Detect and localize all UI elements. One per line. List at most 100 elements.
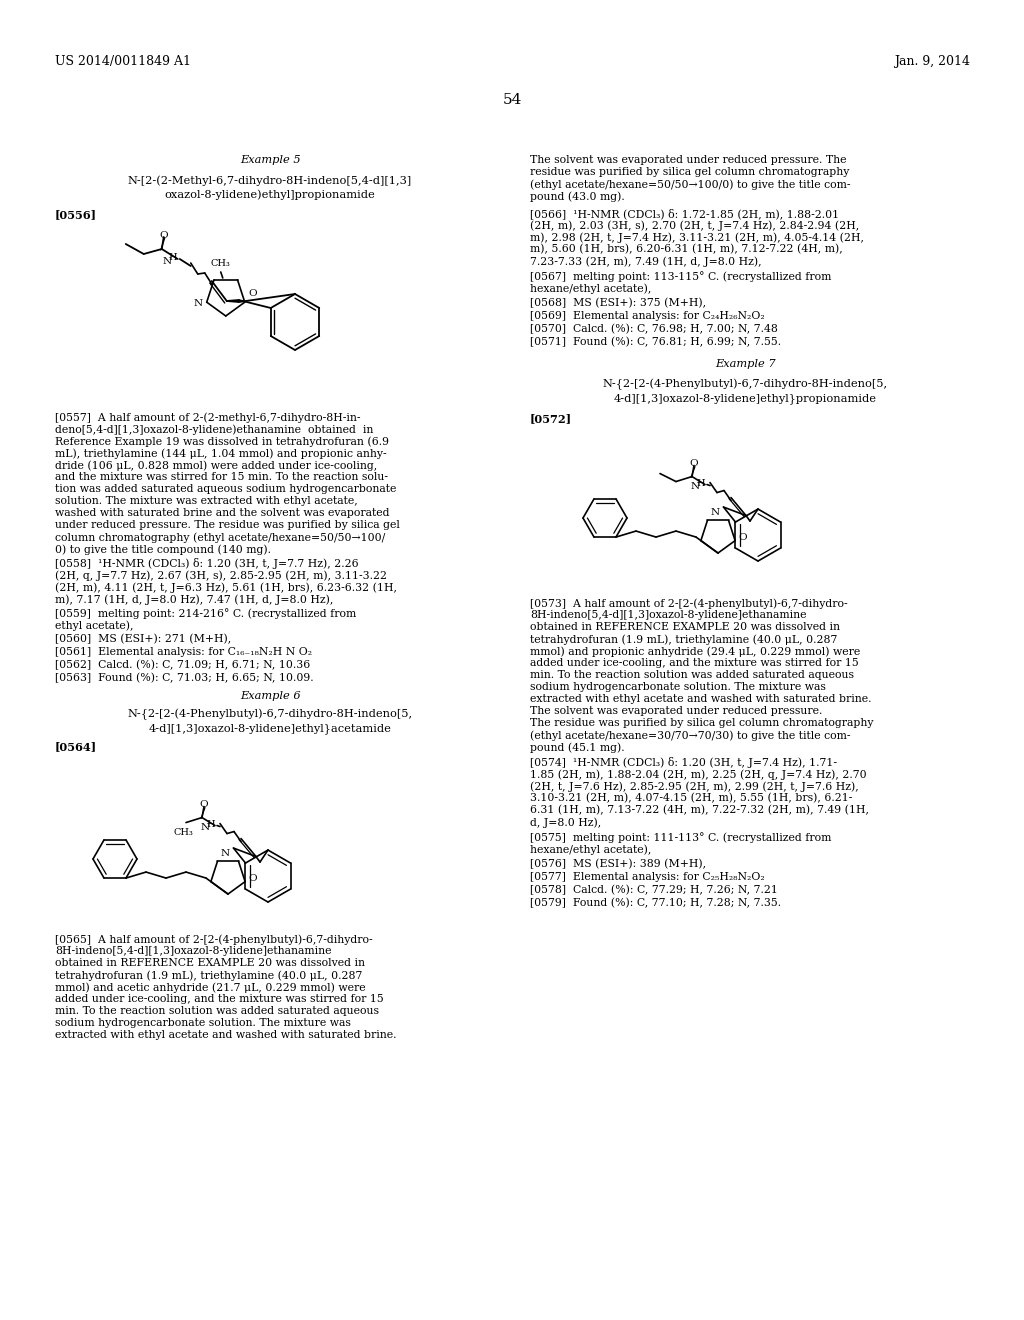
Text: N: N [691,482,700,491]
Text: column chromatography (ethyl acetate/hexane=50/50→100/: column chromatography (ethyl acetate/hex… [55,532,385,543]
Text: CH₃: CH₃ [211,260,230,268]
Text: [0557]  A half amount of 2-(2-methyl-6,7-dihydro-8H-in-: [0557] A half amount of 2-(2-methyl-6,7-… [55,412,360,422]
Text: (2H, q, J=7.7 Hz), 2.67 (3H, s), 2.85-2.95 (2H, m), 3.11-3.22: (2H, q, J=7.7 Hz), 2.67 (3H, s), 2.85-2.… [55,570,387,581]
Text: O: O [248,874,257,883]
Text: N: N [201,824,210,832]
Text: Example 7: Example 7 [715,359,775,370]
Text: oxazol-8-ylidene)ethyl]propionamide: oxazol-8-ylidene)ethyl]propionamide [165,189,376,199]
Text: N: N [163,256,172,265]
Text: Example 6: Example 6 [240,690,300,701]
Text: N: N [711,508,720,516]
Text: [0579]  Found (%): C, 77.10; H, 7.28; N, 7.35.: [0579] Found (%): C, 77.10; H, 7.28; N, … [530,898,781,908]
Text: deno[5,4-d][1,3]oxazol-8-ylidene)ethanamine  obtained  in: deno[5,4-d][1,3]oxazol-8-ylidene)ethanam… [55,424,374,434]
Text: 4-d][1,3]oxazol-8-ylidene]ethyl}acetamide: 4-d][1,3]oxazol-8-ylidene]ethyl}acetamid… [148,723,391,734]
Text: d, J=8.0 Hz),: d, J=8.0 Hz), [530,817,601,828]
Text: tetrahydrofuran (1.9 mL), triethylamine (40.0 μL, 0.287: tetrahydrofuran (1.9 mL), triethylamine … [530,634,838,644]
Text: solution. The mixture was extracted with ethyl acetate,: solution. The mixture was extracted with… [55,496,357,506]
Text: hexane/ethyl acetate),: hexane/ethyl acetate), [530,843,651,854]
Text: [0571]  Found (%): C, 76.81; H, 6.99; N, 7.55.: [0571] Found (%): C, 76.81; H, 6.99; N, … [530,337,781,347]
Text: hexane/ethyl acetate),: hexane/ethyl acetate), [530,282,651,293]
Text: added under ice-cooling, and the mixture was stirred for 15: added under ice-cooling, and the mixture… [55,994,384,1005]
Text: H: H [207,820,215,829]
Text: [0561]  Elemental analysis: for C₁₆₋₁₈N₂H N O₂: [0561] Elemental analysis: for C₁₆₋₁₈N₂H… [55,647,312,657]
Text: H: H [696,479,705,488]
Text: ethyl acetate),: ethyl acetate), [55,620,133,631]
Text: (2H, t, J=7.6 Hz), 2.85-2.95 (2H, m), 2.99 (2H, t, J=7.6 Hz),: (2H, t, J=7.6 Hz), 2.85-2.95 (2H, m), 2.… [530,781,859,792]
Text: tion was added saturated aqueous sodium hydrogencarbonate: tion was added saturated aqueous sodium … [55,484,396,494]
Text: residue was purified by silica gel column chromatography: residue was purified by silica gel colum… [530,168,849,177]
Text: The residue was purified by silica gel column chromatography: The residue was purified by silica gel c… [530,718,873,729]
Text: O: O [160,231,168,239]
Text: [0558]  ¹H-NMR (CDCl₃) δ: 1.20 (3H, t, J=7.7 Hz), 2.26: [0558] ¹H-NMR (CDCl₃) δ: 1.20 (3H, t, J=… [55,558,358,569]
Text: mmol) and acetic anhydride (21.7 μL, 0.229 mmol) were: mmol) and acetic anhydride (21.7 μL, 0.2… [55,982,366,993]
Text: [0566]  ¹H-NMR (CDCl₃) δ: 1.72-1.85 (2H, m), 1.88-2.01: [0566] ¹H-NMR (CDCl₃) δ: 1.72-1.85 (2H, … [530,209,839,219]
Text: N-{2-[2-(4-Phenylbutyl)-6,7-dihydro-8H-indeno[5,: N-{2-[2-(4-Phenylbutyl)-6,7-dihydro-8H-i… [602,379,888,391]
Text: The solvent was evaporated under reduced pressure. The: The solvent was evaporated under reduced… [530,154,847,165]
Text: 1.85 (2H, m), 1.88-2.04 (2H, m), 2.25 (2H, q, J=7.4 Hz), 2.70: 1.85 (2H, m), 1.88-2.04 (2H, m), 2.25 (2… [530,770,866,780]
Text: under reduced pressure. The residue was purified by silica gel: under reduced pressure. The residue was … [55,520,400,531]
Text: [0565]  A half amount of 2-[2-(4-phenylbutyl)-6,7-dihydro-: [0565] A half amount of 2-[2-(4-phenylbu… [55,935,373,945]
Text: obtained in REFERENCE EXAMPLE 20 was dissolved in: obtained in REFERENCE EXAMPLE 20 was dis… [55,958,365,968]
Text: [0568]  MS (ESI+): 375 (M+H),: [0568] MS (ESI+): 375 (M+H), [530,298,707,309]
Text: added under ice-cooling, and the mixture was stirred for 15: added under ice-cooling, and the mixture… [530,657,859,668]
Text: [0559]  melting point: 214-216° C. (recrystallized from: [0559] melting point: 214-216° C. (recry… [55,609,356,619]
Text: [0578]  Calcd. (%): C, 77.29; H, 7.26; N, 7.21: [0578] Calcd. (%): C, 77.29; H, 7.26; N,… [530,884,778,895]
Text: tetrahydrofuran (1.9 mL), triethylamine (40.0 μL, 0.287: tetrahydrofuran (1.9 mL), triethylamine … [55,970,362,981]
Text: [0574]  ¹H-NMR (CDCl₃) δ: 1.20 (3H, t, J=7.4 Hz), 1.71-: [0574] ¹H-NMR (CDCl₃) δ: 1.20 (3H, t, J=… [530,756,837,768]
Text: O: O [249,289,257,297]
Text: obtained in REFERENCE EXAMPLE 20 was dissolved in: obtained in REFERENCE EXAMPLE 20 was dis… [530,622,840,632]
Text: and the mixture was stirred for 15 min. To the reaction solu-: and the mixture was stirred for 15 min. … [55,473,388,482]
Text: 7.23-7.33 (2H, m), 7.49 (1H, d, J=8.0 Hz),: 7.23-7.33 (2H, m), 7.49 (1H, d, J=8.0 Hz… [530,256,762,267]
Text: [0576]  MS (ESI+): 389 (M+H),: [0576] MS (ESI+): 389 (M+H), [530,859,707,870]
Text: (ethyl acetate/hexane=50/50→100/0) to give the title com-: (ethyl acetate/hexane=50/50→100/0) to gi… [530,180,851,190]
Text: 8H-indeno[5,4-d][1,3]oxazol-8-ylidene]ethanamine: 8H-indeno[5,4-d][1,3]oxazol-8-ylidene]et… [530,610,807,620]
Text: 6.31 (1H, m), 7.13-7.22 (4H, m), 7.22-7.32 (2H, m), 7.49 (1H,: 6.31 (1H, m), 7.13-7.22 (4H, m), 7.22-7.… [530,805,869,816]
Text: min. To the reaction solution was added saturated aqueous: min. To the reaction solution was added … [55,1006,379,1016]
Text: The solvent was evaporated under reduced pressure.: The solvent was evaporated under reduced… [530,706,822,715]
Text: N-[2-(2-Methyl-6,7-dihydro-8H-indeno[5,4-d][1,3]: N-[2-(2-Methyl-6,7-dihydro-8H-indeno[5,4… [128,176,412,186]
Text: extracted with ethyl acetate and washed with saturated brine.: extracted with ethyl acetate and washed … [530,694,871,704]
Text: Reference Example 19 was dissolved in tetrahydrofuran (6.9: Reference Example 19 was dissolved in te… [55,436,389,446]
Text: pound (43.0 mg).: pound (43.0 mg). [530,191,625,202]
Text: 4-d][1,3]oxazol-8-ylidene]ethyl}propionamide: 4-d][1,3]oxazol-8-ylidene]ethyl}propiona… [613,393,877,404]
Text: [0563]  Found (%): C, 71.03; H, 6.65; N, 10.09.: [0563] Found (%): C, 71.03; H, 6.65; N, … [55,673,313,684]
Text: m), 2.98 (2H, t, J=7.4 Hz), 3.11-3.21 (2H, m), 4.05-4.14 (2H,: m), 2.98 (2H, t, J=7.4 Hz), 3.11-3.21 (2… [530,232,864,243]
Text: [0560]  MS (ESI+): 271 (M+H),: [0560] MS (ESI+): 271 (M+H), [55,634,231,644]
Text: sodium hydrogencarbonate solution. The mixture was: sodium hydrogencarbonate solution. The m… [55,1018,351,1028]
Text: extracted with ethyl acetate and washed with saturated brine.: extracted with ethyl acetate and washed … [55,1030,396,1040]
Text: [0570]  Calcd. (%): C, 76.98; H, 7.00; N, 7.48: [0570] Calcd. (%): C, 76.98; H, 7.00; N,… [530,323,778,334]
Text: mmol) and propionic anhydride (29.4 μL, 0.229 mmol) were: mmol) and propionic anhydride (29.4 μL, … [530,645,860,656]
Text: sodium hydrogencarbonate solution. The mixture was: sodium hydrogencarbonate solution. The m… [530,682,826,692]
Text: N: N [194,300,203,309]
Text: 0) to give the title compound (140 mg).: 0) to give the title compound (140 mg). [55,544,271,554]
Text: [0575]  melting point: 111-113° C. (recrystallized from: [0575] melting point: 111-113° C. (recry… [530,832,831,843]
Text: O: O [738,532,746,541]
Text: O: O [200,800,208,809]
Text: m), 5.60 (1H, brs), 6.20-6.31 (1H, m), 7.12-7.22 (4H, m),: m), 5.60 (1H, brs), 6.20-6.31 (1H, m), 7… [530,244,843,255]
Text: min. To the reaction solution was added saturated aqueous: min. To the reaction solution was added … [530,671,854,680]
Text: O: O [690,459,698,469]
Text: (2H, m), 4.11 (2H, t, J=6.3 Hz), 5.61 (1H, brs), 6.23-6.32 (1H,: (2H, m), 4.11 (2H, t, J=6.3 Hz), 5.61 (1… [55,582,397,593]
Text: 3.10-3.21 (2H, m), 4.07-4.15 (2H, m), 5.55 (1H, brs), 6.21-: 3.10-3.21 (2H, m), 4.07-4.15 (2H, m), 5.… [530,793,852,804]
Text: 8H-indeno[5,4-d][1,3]oxazol-8-ylidene]ethanamine: 8H-indeno[5,4-d][1,3]oxazol-8-ylidene]et… [55,946,332,956]
Text: Jan. 9, 2014: Jan. 9, 2014 [894,55,970,69]
Text: [0573]  A half amount of 2-[2-(4-phenylbutyl)-6,7-dihydro-: [0573] A half amount of 2-[2-(4-phenylbu… [530,598,848,609]
Text: N-{2-[2-(4-Phenylbutyl)-6,7-dihydro-8H-indeno[5,: N-{2-[2-(4-Phenylbutyl)-6,7-dihydro-8H-i… [127,709,413,721]
Text: H: H [168,253,177,263]
Text: m), 7.17 (1H, d, J=8.0 Hz), 7.47 (1H, d, J=8.0 Hz),: m), 7.17 (1H, d, J=8.0 Hz), 7.47 (1H, d,… [55,594,334,605]
Text: [0562]  Calcd. (%): C, 71.09; H, 6.71; N, 10.36: [0562] Calcd. (%): C, 71.09; H, 6.71; N,… [55,660,310,671]
Text: [0564]: [0564] [55,741,97,752]
Text: US 2014/0011849 A1: US 2014/0011849 A1 [55,55,191,69]
Text: (ethyl acetate/hexane=30/70→70/30) to give the title com-: (ethyl acetate/hexane=30/70→70/30) to gi… [530,730,851,741]
Text: pound (45.1 mg).: pound (45.1 mg). [530,742,625,752]
Text: [0572]: [0572] [530,413,572,424]
Text: 54: 54 [503,92,521,107]
Text: dride (106 μL, 0.828 mmol) were added under ice-cooling,: dride (106 μL, 0.828 mmol) were added un… [55,459,377,470]
Text: washed with saturated brine and the solvent was evaporated: washed with saturated brine and the solv… [55,508,389,517]
Text: (2H, m), 2.03 (3H, s), 2.70 (2H, t, J=7.4 Hz), 2.84-2.94 (2H,: (2H, m), 2.03 (3H, s), 2.70 (2H, t, J=7.… [530,220,859,231]
Text: Example 5: Example 5 [240,154,300,165]
Text: [0569]  Elemental analysis: for C₂₄H₂₆N₂O₂: [0569] Elemental analysis: for C₂₄H₂₆N₂O… [530,312,765,321]
Text: [0577]  Elemental analysis: for C₂₅H₂₈N₂O₂: [0577] Elemental analysis: for C₂₅H₂₈N₂O… [530,873,765,882]
Text: [0567]  melting point: 113-115° C. (recrystallized from: [0567] melting point: 113-115° C. (recry… [530,271,831,282]
Text: [0556]: [0556] [55,209,97,220]
